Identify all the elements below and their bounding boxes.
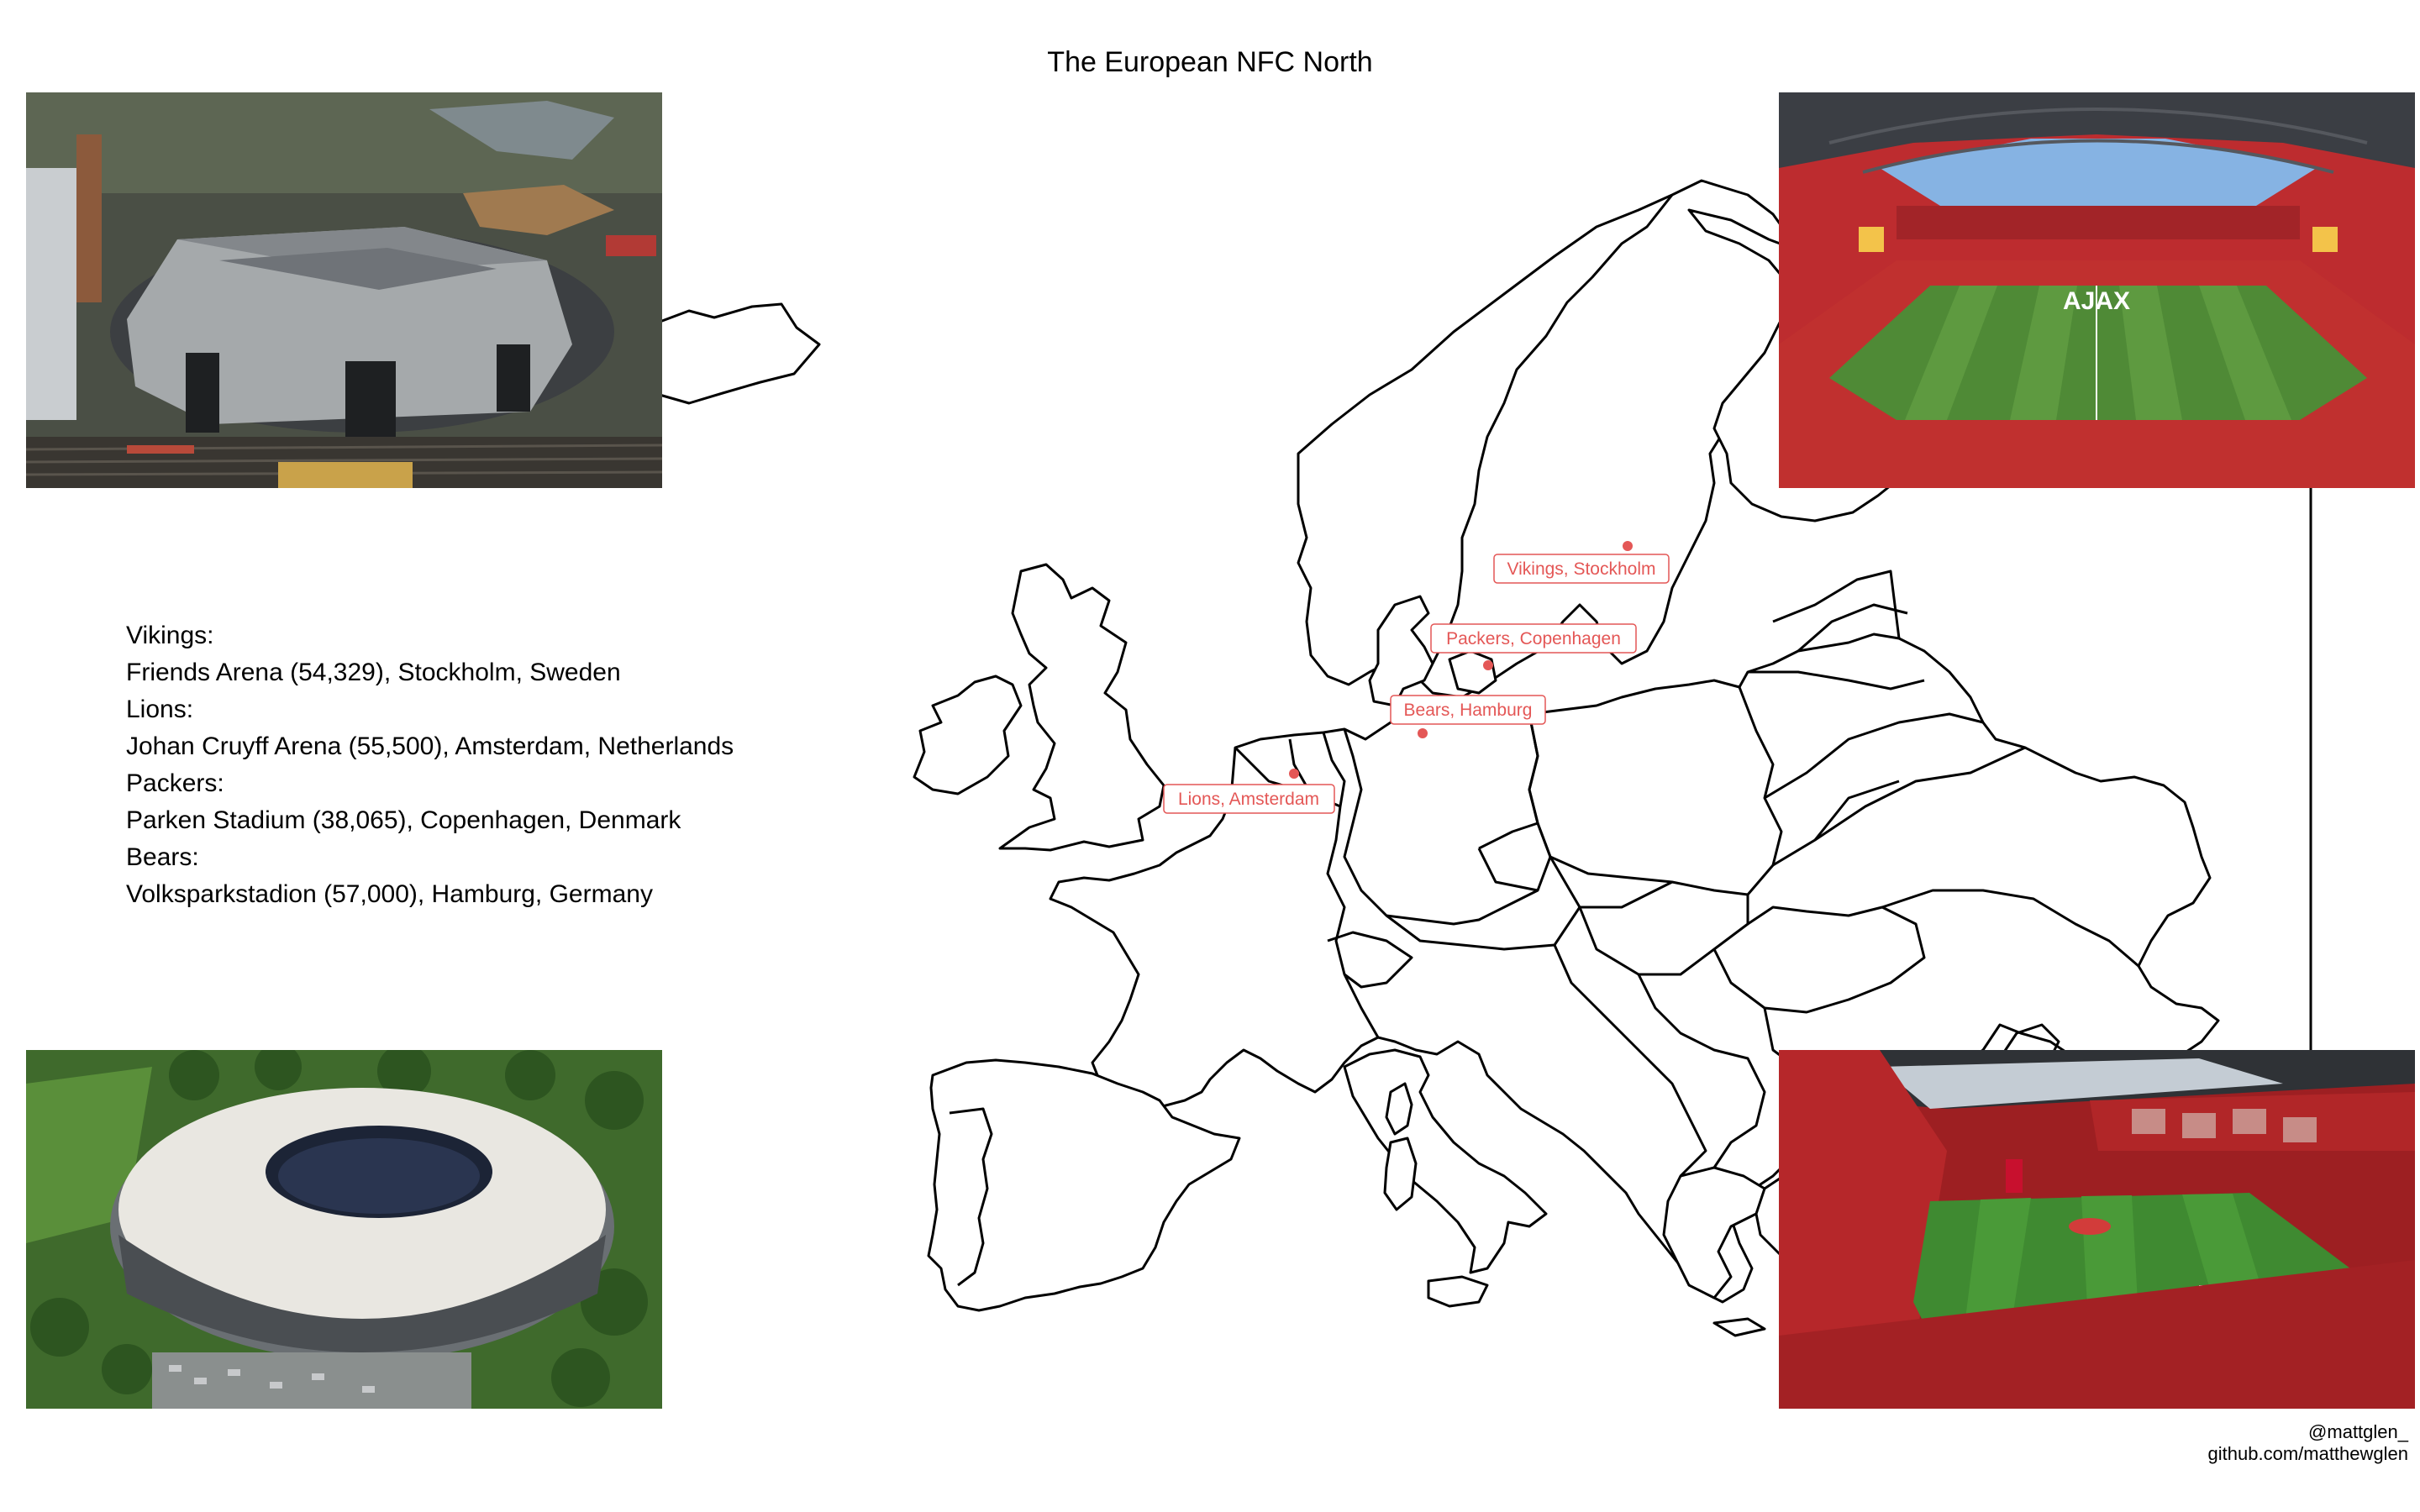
lions-label-box bbox=[1163, 784, 1335, 814]
corsica-outline bbox=[1383, 1137, 1418, 1211]
packers-label: Packers, Copenhagen bbox=[1446, 629, 1621, 648]
info-line: Bears: bbox=[126, 843, 199, 871]
map-title: The European NFC North bbox=[1047, 46, 1373, 78]
info-line: Volksparkstadion (57,000), Hamburg, Germ… bbox=[126, 880, 653, 908]
vikings-label: Vikings, Stockholm bbox=[1507, 559, 1655, 579]
poland-border bbox=[1528, 686, 1783, 896]
packers-marker bbox=[1483, 660, 1493, 670]
sicily-outline bbox=[1427, 1275, 1489, 1308]
bears-marker bbox=[1418, 728, 1428, 738]
stadium-info-list: Vikings: Friends Arena (54,329), Stockho… bbox=[126, 617, 734, 913]
bears-label: Bears, Hamburg bbox=[1404, 701, 1533, 720]
credit-handle: @mattglen_ bbox=[2308, 1421, 2408, 1442]
belarus-border bbox=[1764, 712, 1984, 841]
city-markers: Vikings, Stockholm Packers, Copenhagen B… bbox=[1163, 541, 1670, 814]
switzerland-border bbox=[1327, 931, 1413, 989]
packers-label-box bbox=[1430, 623, 1637, 654]
ireland-outline bbox=[913, 675, 1023, 795]
ukraine-border bbox=[1772, 746, 2139, 968]
austria-border bbox=[1386, 906, 1581, 951]
lions-marker bbox=[1289, 769, 1299, 779]
baltics-border bbox=[1748, 570, 1925, 690]
czech-border bbox=[1477, 822, 1673, 909]
friends-arena-photo bbox=[26, 92, 662, 488]
johan-cruyff-arena-photo: AJAX bbox=[1779, 92, 2415, 488]
volksparkstadion-photo bbox=[26, 1050, 662, 1409]
credit: @mattglen_ github.com/matthewglen bbox=[2208, 1421, 2408, 1465]
scandinavia-outline bbox=[1297, 179, 1808, 699]
denmark-outline bbox=[1368, 595, 1434, 707]
ajax-sign: AJAX bbox=[2063, 287, 2130, 315]
iceland-outline bbox=[645, 302, 821, 405]
bears-label-box bbox=[1390, 695, 1546, 725]
sardinia-outline bbox=[1385, 1082, 1413, 1136]
vikings-label-box bbox=[1493, 554, 1670, 584]
credit-site: github.com/matthewglen bbox=[2207, 1443, 2408, 1464]
crimea-outline bbox=[1998, 1023, 2060, 1059]
great-britain-outline bbox=[998, 563, 1165, 852]
info-line: Johan Cruyff Arena (55,500), Amsterdam, … bbox=[126, 732, 734, 760]
info-line: Packers: bbox=[126, 769, 224, 797]
sweden-norway-border bbox=[1431, 194, 1674, 664]
parken-stadium-photo bbox=[1779, 1050, 2415, 1409]
info-line: Parken Stadium (38,065), Copenhagen, Den… bbox=[126, 806, 681, 834]
lions-label: Lions, Amsterdam bbox=[1178, 790, 1319, 809]
vikings-marker bbox=[1623, 541, 1633, 551]
portugal-border bbox=[949, 1107, 993, 1287]
zealand-outline bbox=[1448, 649, 1497, 695]
info-line: Friends Arena (54,329), Stockholm, Swede… bbox=[126, 659, 621, 686]
info-line: Lions: bbox=[126, 696, 194, 723]
iberia-outline bbox=[927, 1058, 1241, 1312]
greece-outline bbox=[1662, 1166, 1766, 1299]
crete-outline bbox=[1712, 1317, 1766, 1337]
info-line: Vikings: bbox=[126, 622, 214, 649]
